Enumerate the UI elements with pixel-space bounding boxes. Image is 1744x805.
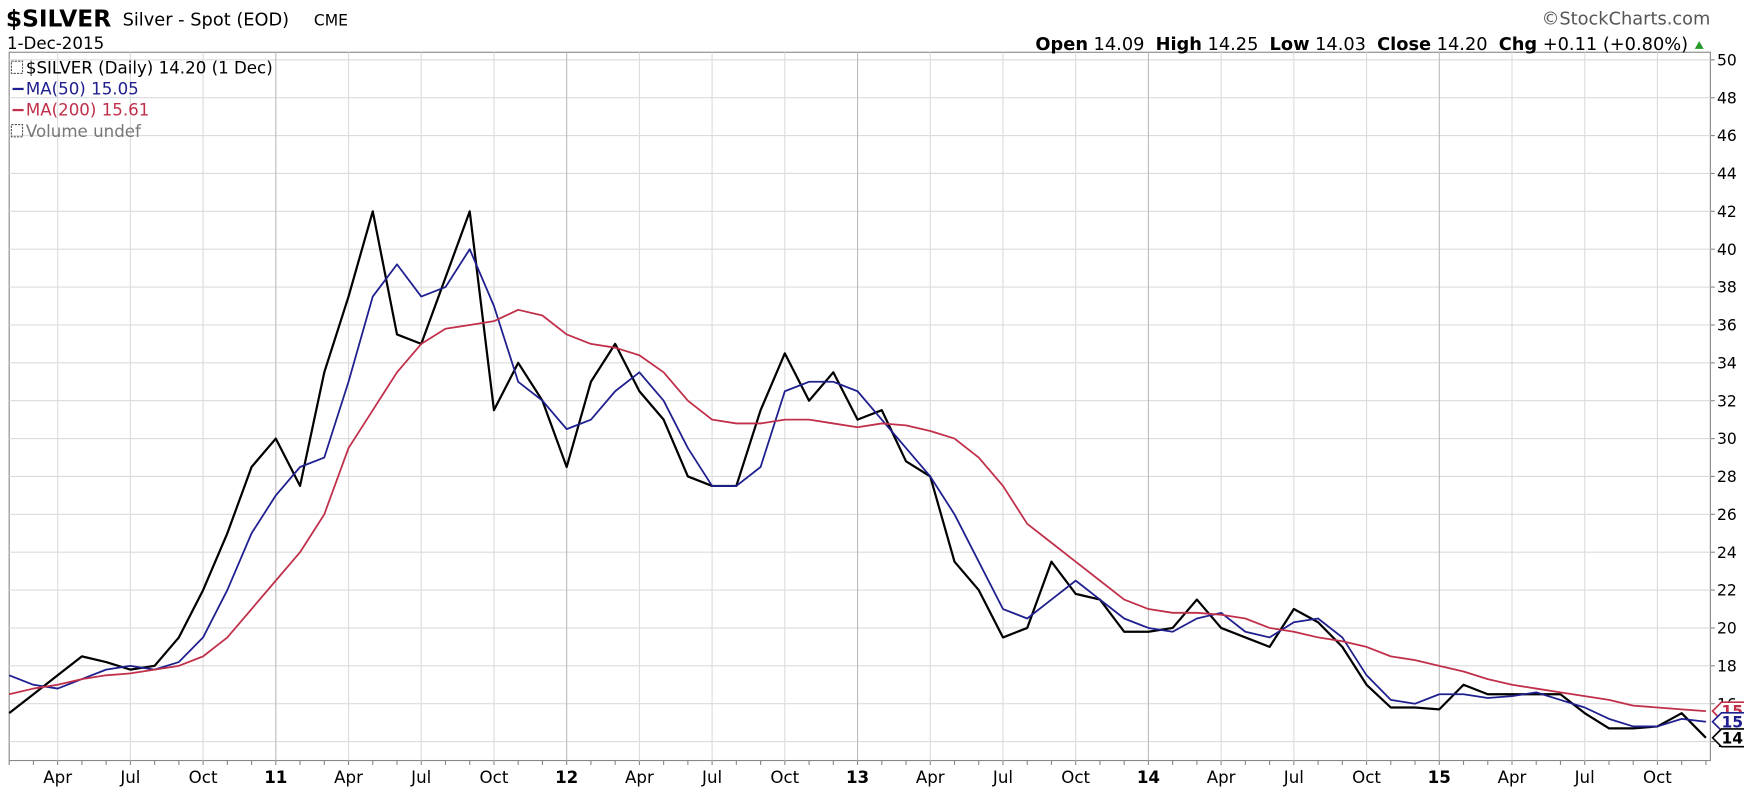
x-tick-label: Jul: [1574, 768, 1595, 787]
y-tick-label: 32: [1717, 392, 1737, 410]
value-tag-label: 14.20: [1721, 729, 1744, 747]
x-tick-label: Oct: [770, 768, 799, 787]
legend-entry: Volume undef: [26, 122, 142, 141]
y-tick-label: 46: [1717, 127, 1737, 145]
y-tick-label: 44: [1717, 165, 1737, 183]
legend-icon: [10, 123, 24, 138]
legend-entry: MA(200) 15.61: [26, 101, 150, 120]
y-tick-label: 38: [1717, 279, 1737, 297]
symbol: $SILVER: [6, 5, 111, 33]
x-tick-label: Jul: [410, 768, 431, 787]
value-tag: [1711, 728, 1744, 748]
x-tick-label: Apr: [625, 768, 654, 787]
x-tick-label: Apr: [1498, 768, 1527, 787]
series-line: [8, 248, 1707, 728]
x-tick-label: Oct: [1352, 768, 1381, 787]
quote-value: 14.25: [1208, 34, 1259, 55]
x-tick-label: Jul: [119, 768, 140, 787]
value-tag-label: 15.05: [1721, 713, 1744, 731]
y-tick-label: 18: [1717, 657, 1737, 675]
legend-icon: [10, 60, 24, 74]
x-tick-label: Jul: [1283, 768, 1304, 787]
x-tick-label: 14: [1137, 768, 1160, 787]
x-tick-label: 12: [555, 768, 578, 787]
y-tick-label: 50: [1717, 51, 1737, 69]
legend-entry: MA(50) 15.05: [26, 80, 139, 99]
quote-value: 14.03: [1315, 34, 1366, 55]
x-tick-label: Apr: [916, 768, 945, 787]
x-tick-label: 13: [846, 768, 869, 787]
quote-label: Close: [1377, 34, 1431, 55]
y-tick-label: 28: [1717, 468, 1737, 486]
y-tick-label: 42: [1717, 203, 1737, 221]
exchange: CME: [314, 12, 348, 30]
x-tick-label: Oct: [189, 768, 218, 787]
y-tick-label: 48: [1717, 89, 1737, 107]
x-tick-label: Oct: [1061, 768, 1090, 787]
x-tick-label: Apr: [334, 768, 363, 787]
plot-frame: [8, 51, 1711, 762]
value-tag: [1711, 711, 1744, 732]
quote-label: Low: [1270, 34, 1310, 55]
x-tick-label: Jul: [992, 768, 1013, 787]
y-tick-label: 22: [1717, 582, 1737, 600]
x-tick-label: Apr: [1207, 768, 1236, 787]
y-tick-label: 34: [1717, 354, 1737, 372]
quote-value: 14.20: [1437, 34, 1488, 55]
change-arrow: [1694, 41, 1704, 49]
quote-label: Open: [1035, 34, 1088, 55]
y-tick-label: 24: [1717, 544, 1737, 562]
x-tick-label: Jul: [701, 768, 722, 787]
instrument-name: Silver - Spot (EOD): [123, 10, 290, 31]
y-tick-label: 36: [1717, 317, 1737, 335]
y-tick-label: 40: [1717, 241, 1737, 259]
series-line: [8, 210, 1707, 739]
y-tick-label: 26: [1717, 506, 1737, 524]
series-line: [8, 308, 1706, 712]
x-tick-label: Oct: [1643, 768, 1672, 787]
legend-entry: $SILVER (Daily) 14.20 (1 Dec): [26, 58, 273, 77]
x-tick-label: 11: [264, 768, 287, 787]
y-tick-label: 20: [1717, 620, 1737, 638]
x-tick-label: 15: [1428, 768, 1451, 787]
quote-label: High: [1156, 34, 1202, 55]
quote: Open 14.09 High 14.25 Low 14.03 Close 14.20 Chg +…: [1035, 34, 1688, 55]
quote-value: 14.09: [1094, 34, 1145, 55]
x-tick-label: Apr: [43, 768, 72, 787]
copyright: ©StockCharts.com: [1542, 8, 1711, 29]
quote-label: Chg: [1499, 34, 1537, 55]
date: 1-Dec-2015: [7, 34, 104, 53]
quote-value: +0.11 (+0.80%): [1543, 34, 1688, 55]
y-tick-label: 30: [1717, 430, 1737, 448]
x-tick-label: Oct: [480, 768, 509, 787]
